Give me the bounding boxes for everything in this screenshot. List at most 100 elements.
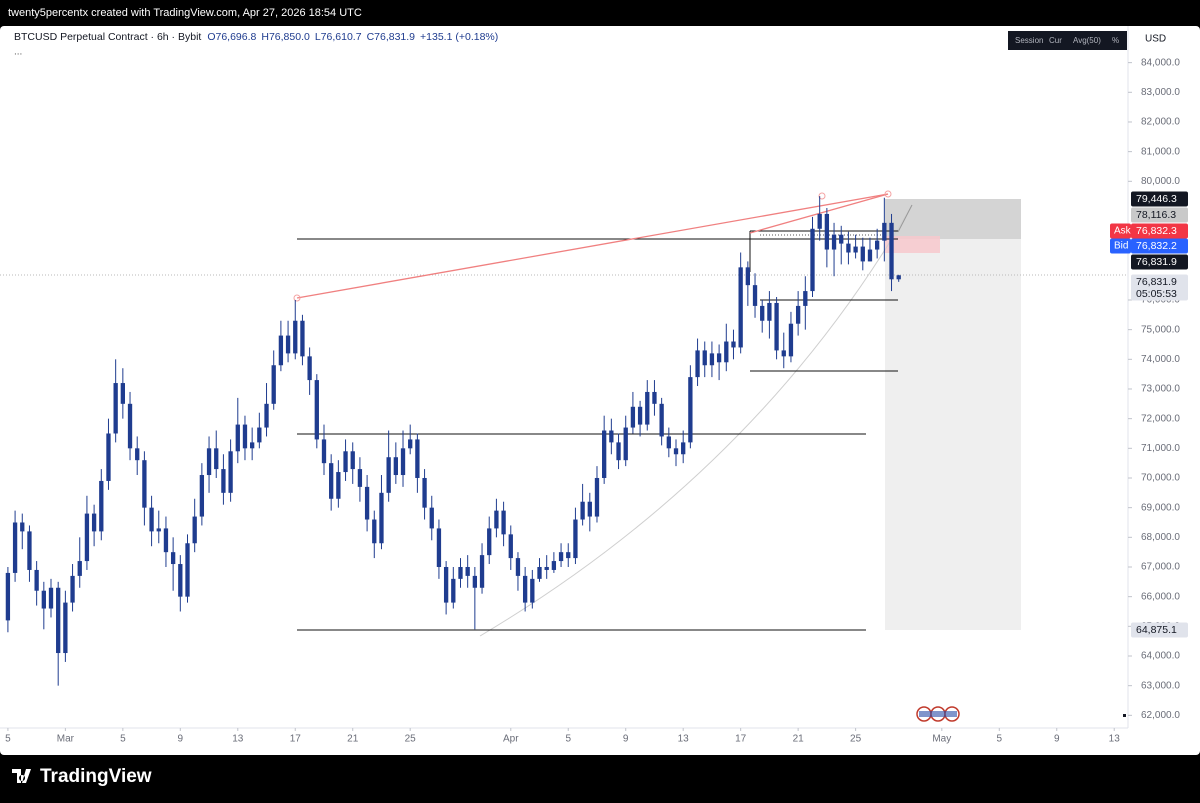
- candle-body: [379, 492, 384, 544]
- candle-body: [479, 555, 485, 588]
- candle-body: [745, 267, 750, 286]
- candle-body: [551, 561, 557, 570]
- price-tag: [1131, 274, 1188, 301]
- y-tick-label: 80,000.0: [1141, 176, 1180, 187]
- x-tick-label: 5: [120, 734, 126, 745]
- candle-body: [558, 552, 564, 562]
- candle-body: [695, 350, 700, 378]
- candle-body: [767, 302, 772, 321]
- candle-body: [170, 552, 176, 565]
- candle-body: [206, 448, 212, 476]
- toolbar-button[interactable]: Cur: [1049, 36, 1062, 45]
- candle-body: [163, 528, 169, 553]
- candle-body: [192, 516, 197, 544]
- toolbar: [1008, 31, 1127, 50]
- candle-body: [752, 285, 758, 306]
- candle-body: [537, 566, 542, 579]
- candles: [5, 196, 901, 686]
- y-tick-label: 82,000.0: [1141, 117, 1180, 128]
- candle-body: [84, 513, 90, 562]
- candle-body: [530, 578, 535, 603]
- candle-body: [795, 305, 801, 324]
- candle-body: [27, 531, 32, 570]
- toolbar-button[interactable]: Avg(50): [1073, 36, 1101, 45]
- y-tick-label: 66,000.0: [1141, 591, 1180, 602]
- candle-body: [443, 566, 449, 603]
- price-tag-label: 64,875.1: [1136, 624, 1177, 636]
- candle-body: [594, 477, 600, 517]
- candle-body: [458, 566, 463, 579]
- candle-body: [666, 436, 671, 449]
- price-tag-label: 78,116.3: [1136, 209, 1176, 221]
- price-tag-label: 76,831.9: [1136, 256, 1177, 268]
- candle-body: [250, 442, 255, 449]
- candle-body: [716, 353, 722, 363]
- candle-body: [515, 558, 521, 576]
- candle-body: [724, 341, 729, 363]
- ohlc-change: +135.1 (+0.18%): [420, 31, 498, 43]
- candle-body: [889, 222, 894, 280]
- candle-body: [221, 469, 226, 493]
- currency[interactable]: USD: [1145, 34, 1166, 45]
- candle-body: [882, 222, 887, 241]
- candle-body: [831, 234, 837, 250]
- candle-body: [616, 442, 621, 461]
- price-tag: [1131, 238, 1188, 254]
- curve: [479, 204, 913, 637]
- price-tag-timer: 05:05:53: [1136, 288, 1177, 300]
- brand: TradingView: [40, 766, 152, 787]
- candle-body: [702, 350, 707, 366]
- x-tick-label: 17: [290, 734, 302, 745]
- candle-body: [156, 528, 161, 532]
- candle-body: [494, 510, 499, 529]
- candle-body: [681, 442, 686, 455]
- x-tick-label: Apr: [503, 734, 519, 745]
- x-tick-label: 21: [793, 734, 805, 745]
- candle-body: [393, 457, 398, 476]
- candle-body: [113, 383, 118, 434]
- candle-body: [106, 433, 111, 481]
- candle-body: [781, 350, 786, 357]
- candle-body: [472, 575, 478, 588]
- candle-body: [501, 510, 506, 535]
- position-stop: [885, 239, 1021, 630]
- candle-body: [817, 213, 822, 229]
- candle-body: [436, 528, 442, 567]
- dot: [1123, 714, 1126, 717]
- candle-body: [630, 406, 636, 428]
- candle-body: [336, 472, 341, 499]
- candle-body: [839, 234, 844, 244]
- candle-body: [508, 534, 513, 559]
- x-tick-label: 5: [997, 734, 1003, 745]
- candle-body: [34, 569, 39, 591]
- candle-body: [659, 403, 664, 437]
- candle-body: [673, 448, 679, 455]
- candle-body: [580, 501, 585, 520]
- candle-body: [709, 353, 715, 366]
- candle-body: [522, 575, 528, 603]
- candle-body: [645, 391, 650, 425]
- y-tick-label: 84,000.0: [1141, 57, 1180, 68]
- candle-body: [307, 356, 312, 381]
- candle-body: [609, 430, 614, 443]
- price-tag: [1131, 207, 1188, 223]
- candle-body: [372, 519, 377, 544]
- y-tick-label: 72,000.0: [1141, 413, 1180, 424]
- candle-body: [278, 335, 284, 366]
- y-tick-label: 70,000.0: [1141, 473, 1180, 484]
- candle-body: [63, 602, 68, 654]
- price-tag-label: 79,446.3: [1136, 193, 1177, 205]
- toolbar-button[interactable]: %: [1112, 36, 1119, 45]
- x-tick-label: 9: [178, 734, 184, 745]
- toolbar-button[interactable]: Session: [1015, 36, 1043, 45]
- candle-body: [235, 424, 240, 452]
- more[interactable]: ...: [14, 47, 22, 58]
- price-tag-label: 76,832.3: [1136, 225, 1177, 237]
- candle-body: [386, 457, 391, 493]
- event-flags: [916, 706, 960, 722]
- candle-body: [364, 486, 370, 520]
- candle-body: [285, 335, 291, 354]
- candle-body: [573, 519, 578, 559]
- candle-body: [415, 439, 420, 478]
- candle-body: [803, 291, 808, 306]
